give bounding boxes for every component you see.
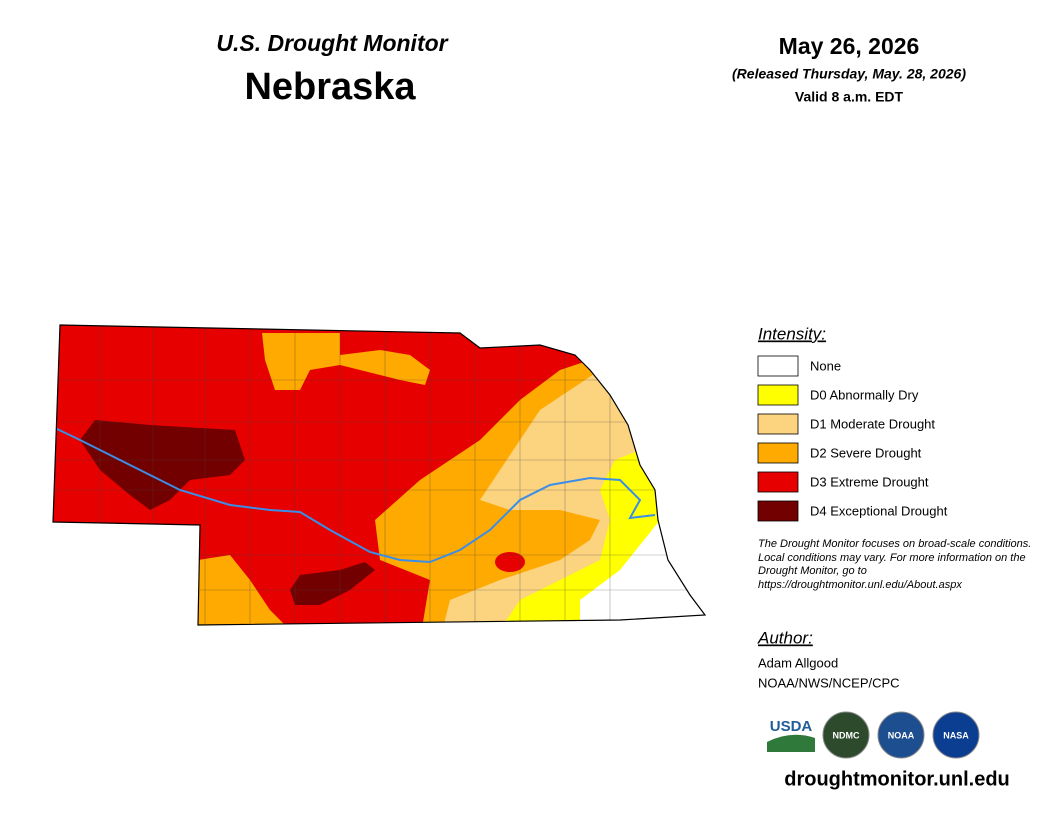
state-border	[52, 324, 707, 626]
date: May 26, 2026	[779, 33, 920, 59]
logo-text: USDA	[770, 718, 813, 735]
legend-swatch	[757, 500, 799, 522]
legend-title: Intensity:	[758, 324, 826, 343]
released: (Released Thursday, May. 28, 2026)	[732, 66, 966, 82]
d4-area	[80, 420, 245, 510]
legend-label: D3 Extreme Drought	[810, 474, 929, 489]
state-name: Nebraska	[244, 66, 416, 108]
logo-text: NOAA	[888, 730, 915, 740]
legend-label: D2 Severe Drought	[810, 445, 922, 460]
title: U.S. Drought Monitor	[216, 30, 448, 56]
logo-text: NASA	[943, 730, 969, 740]
logo-circle	[822, 711, 870, 759]
legend-swatch	[757, 413, 799, 435]
legend-label: D1 Moderate Drought	[810, 416, 935, 431]
county-lines	[53, 325, 690, 625]
author-name: Adam Allgood	[758, 655, 838, 670]
platte-river	[54, 427, 656, 564]
legend: None D0 Abnormally Dry D1 Moderate Drought…	[757, 355, 948, 522]
map	[53, 325, 705, 625]
d4-area	[290, 562, 375, 605]
d2-area	[262, 333, 430, 390]
legend-label: D0 Abnormally Dry	[810, 387, 919, 402]
valid: Valid 8 a.m. EDT	[795, 89, 904, 105]
logo-circle	[877, 711, 925, 759]
legend-label: None	[810, 358, 841, 373]
legend-swatch	[757, 355, 799, 377]
legend-swatch	[757, 384, 799, 406]
url: droughtmonitor.unl.edu	[784, 768, 1010, 790]
logo-text: NDMC	[833, 730, 860, 740]
author-title: Author:	[757, 628, 813, 647]
note: The Drought Monitor focuses on broad-sca…	[758, 538, 1032, 591]
legend-label: D4 Exceptional Drought	[810, 503, 948, 518]
author-org: NOAA/NWS/NCEP/CPC	[758, 675, 900, 690]
d3-area	[495, 552, 525, 572]
legend-swatch	[757, 442, 799, 464]
d2-area	[198, 555, 290, 625]
logo-circle	[932, 711, 980, 759]
legend-swatch	[757, 471, 799, 493]
logo-field	[767, 734, 815, 752]
logos: USDA NDMC NOAA NASA	[767, 711, 980, 759]
